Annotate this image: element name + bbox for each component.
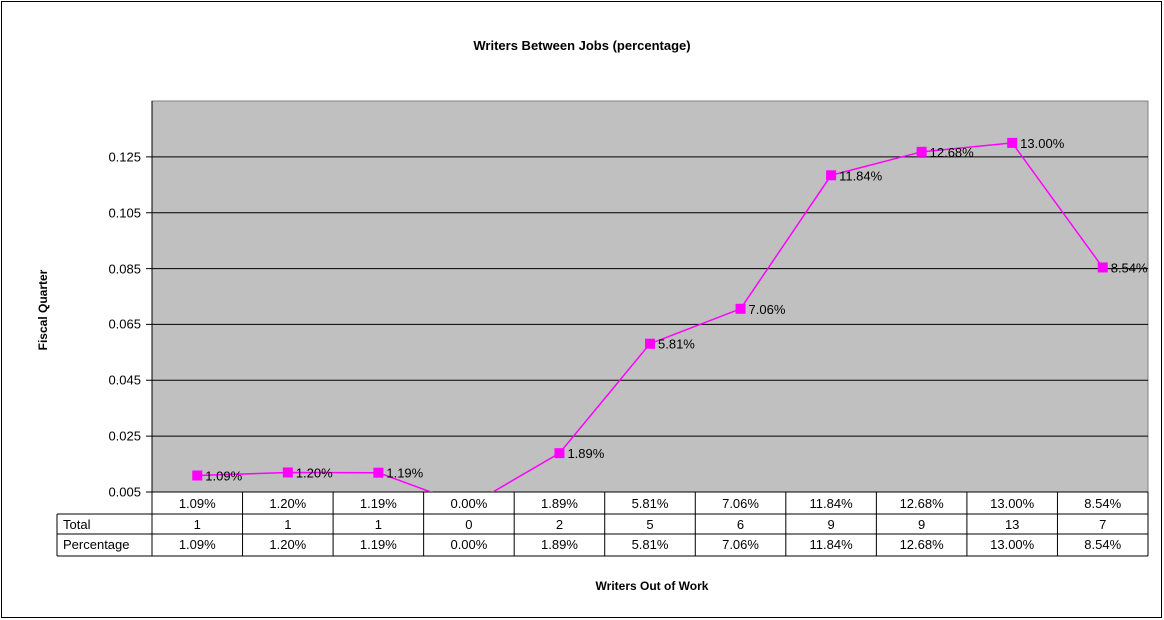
table-cell: 1.89% (541, 537, 578, 552)
table-cell: 6 (736, 517, 745, 532)
data-label: 5.81% (658, 337, 695, 352)
table-cell: 11.84% (809, 537, 853, 552)
x-category-label: 1.20% (269, 496, 307, 511)
data-label: 12.68% (930, 145, 975, 160)
data-point-marker (1097, 262, 1108, 273)
table-cell: 13.00% (990, 537, 1035, 552)
data-label: 11.84% (839, 168, 883, 183)
table-cell: 7 (1099, 517, 1107, 532)
data-point-marker (735, 303, 746, 314)
table-cell: 8.54% (1084, 537, 1122, 552)
x-axis-label: Writers Out of Work (595, 579, 709, 593)
y-tick-label: 0.065 (108, 316, 141, 332)
table-cell: 1.20% (269, 537, 307, 552)
y-tick-label: 0.025 (108, 428, 141, 444)
x-category-label: 1.19% (359, 496, 397, 511)
table-cell: 7.06% (722, 537, 759, 552)
x-category-label: 0.00% (450, 496, 488, 511)
chart-title: Writers Between Jobs (percentage) (473, 38, 691, 53)
data-label: 13.00% (1020, 136, 1065, 151)
table-row-label: Total (63, 517, 91, 532)
x-category-label: 1.09% (178, 496, 216, 511)
table-cell: 12.68% (899, 537, 944, 552)
data-label: 1.20% (296, 465, 333, 480)
data-point-marker (1007, 137, 1018, 148)
y-tick-label: 0.005 (108, 484, 141, 500)
x-category-label: 13.00% (990, 496, 1035, 511)
data-point-marker (916, 146, 927, 157)
y-tick-label: 0.125 (108, 149, 141, 165)
table-cell: 1 (374, 517, 382, 532)
table-cell: 2 (555, 517, 564, 532)
table-cell: 5.81% (631, 537, 669, 552)
table-cell: 9 (827, 517, 835, 532)
table-cell: 0 (465, 517, 473, 532)
x-category-label: 1.89% (541, 496, 578, 511)
data-point-marker (192, 470, 203, 481)
data-label: 1.19% (386, 466, 423, 481)
table-row-label: Percentage (63, 537, 130, 552)
data-label: 8.54% (1111, 260, 1148, 275)
x-category-label: 8.54% (1084, 496, 1122, 511)
data-point-marker (373, 467, 384, 478)
data-label: 7.06% (749, 302, 786, 317)
y-tick-label: 0.045 (108, 372, 141, 388)
plot-area (151, 100, 1149, 493)
x-category-label: 12.68% (899, 496, 944, 511)
y-tick-label: 0.105 (108, 205, 141, 221)
data-point-marker (826, 170, 837, 181)
x-category-label: 11.84% (809, 496, 853, 511)
table-cell: 1.19% (359, 537, 397, 552)
table-cell: 0.00% (450, 537, 488, 552)
data-label: 1.09% (205, 469, 242, 484)
data-point-marker (645, 338, 655, 349)
table-cell: 5 (646, 517, 654, 532)
data-point-marker (282, 467, 293, 478)
table-cell: 9 (918, 517, 926, 532)
table-cell: 1 (284, 517, 292, 532)
data-label: 1.89% (567, 446, 604, 461)
x-category-label: 5.81% (631, 496, 669, 511)
data-point-marker (554, 448, 565, 459)
table-cell: 1.09% (178, 537, 216, 552)
table-cell: 13 (1004, 517, 1020, 532)
x-category-label: 7.06% (722, 496, 759, 511)
table-cell: 1 (193, 517, 201, 532)
y-tick-label: 0.085 (108, 261, 141, 277)
